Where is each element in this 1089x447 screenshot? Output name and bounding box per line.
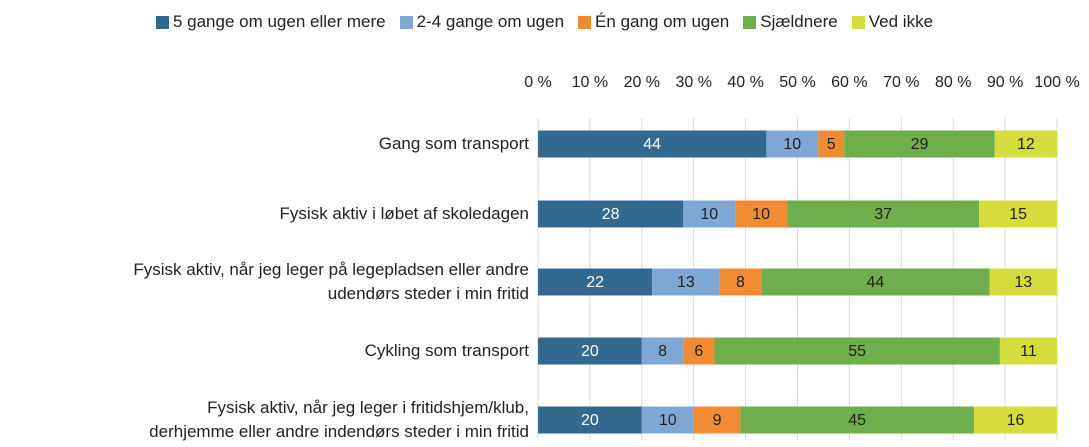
legend-swatch (155, 15, 169, 29)
value-label: 10 (700, 206, 718, 223)
bar-segment (714, 337, 1000, 365)
bar-segment (641, 406, 694, 434)
value-label: 37 (874, 206, 892, 223)
bar-segment (735, 200, 788, 228)
bar-segment (761, 268, 990, 296)
value-label: 10 (659, 412, 677, 429)
bar-segment (538, 200, 684, 228)
bar-segment (787, 200, 980, 228)
value-label: 20 (581, 412, 599, 429)
x-tick-label: 90 % (987, 74, 1023, 91)
legend-item: 5 gange om ugen eller mere (155, 12, 386, 32)
legend-item: Én gang om ugen (578, 12, 729, 32)
value-label: 10 (752, 206, 770, 223)
bar-segment (999, 337, 1057, 365)
value-label: 10 (783, 136, 801, 153)
value-label: 44 (643, 136, 661, 153)
legend-label: Ved ikke (868, 12, 934, 31)
bar-segment (979, 200, 1057, 228)
bar-segment (994, 130, 1057, 158)
x-tick-label: 70 % (883, 74, 919, 91)
value-label: 5 (827, 136, 836, 153)
bar-segment (652, 268, 720, 296)
value-label: 20 (581, 343, 599, 360)
bar-segment (740, 406, 974, 434)
bar-segment (538, 268, 653, 296)
x-tick-label: 30 % (675, 74, 711, 91)
bar-segment (641, 337, 684, 365)
value-label: 45 (848, 412, 866, 429)
bar-segment (538, 130, 767, 158)
bar-segment (683, 337, 715, 365)
x-tick-label: 40 % (727, 74, 763, 91)
bar-segment (693, 406, 741, 434)
legend-item: 2-4 gange om ugen (399, 12, 565, 32)
category-label: Gang som transport (378, 134, 529, 153)
value-label: 13 (1014, 274, 1032, 291)
legend-swatch (851, 15, 865, 29)
legend-label: Én gang om ugen (595, 12, 730, 31)
x-tick-label: 10 % (572, 74, 608, 91)
legend-swatch (578, 15, 592, 29)
legend-item: Ved ikke (851, 12, 934, 32)
bar-segment (683, 200, 736, 228)
category-label: Fysisk aktiv i løbet af skoledagen (279, 204, 529, 223)
value-label: 11 (1020, 343, 1037, 360)
category-label: Cykling som transport (364, 341, 529, 360)
bar-segment (538, 406, 642, 434)
legend-swatch (743, 15, 757, 29)
x-tick-label: 100 % (1034, 74, 1079, 91)
legend-swatch (399, 15, 413, 29)
x-tick-label: 50 % (779, 74, 815, 91)
bar-segment (973, 406, 1057, 434)
value-label: 28 (602, 206, 620, 223)
legend-label: 5 gange om ugen eller mere (172, 12, 386, 31)
bar-segment (989, 268, 1057, 296)
x-tick-label: 0 % (524, 74, 552, 91)
bar-segment (538, 337, 642, 365)
value-label: 6 (694, 343, 703, 360)
value-label: 29 (911, 136, 929, 153)
legend: 5 gange om ugen eller mere 2-4 gange om u… (0, 12, 1089, 32)
legend-item: Sjældnere (743, 12, 838, 32)
value-label: 55 (848, 343, 866, 360)
value-label: 8 (736, 274, 745, 291)
bar-segment (719, 268, 762, 296)
category-label: Fysisk aktiv, når jeg leger på legeplads… (133, 260, 529, 303)
bar-segment (818, 130, 845, 158)
x-tick-label: 60 % (831, 74, 867, 91)
legend-label: Sjældnere (760, 12, 838, 31)
x-tick-label: 20 % (624, 74, 660, 91)
value-label: 8 (658, 343, 667, 360)
bar-segment (766, 130, 819, 158)
value-label: 16 (1007, 412, 1025, 429)
value-label: 9 (713, 412, 722, 429)
legend-label: 2-4 gange om ugen (416, 12, 565, 31)
x-tick-label: 80 % (935, 74, 971, 91)
bar-segment (844, 130, 995, 158)
value-label: 22 (586, 274, 604, 291)
value-label: 44 (866, 274, 884, 291)
value-label: 15 (1009, 206, 1027, 223)
value-label: 12 (1017, 136, 1035, 153)
category-label: Fysisk aktiv, når jeg leger i fritidshje… (149, 398, 529, 441)
value-label: 13 (677, 274, 695, 291)
